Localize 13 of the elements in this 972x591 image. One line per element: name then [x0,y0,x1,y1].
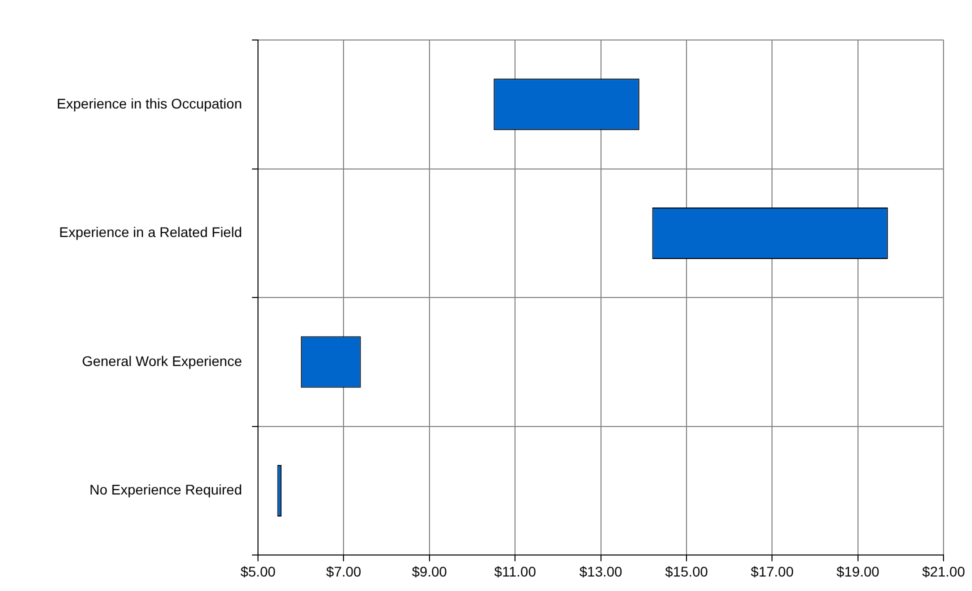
x-tick-label: $15.00 [665,563,708,580]
x-tick-label: $7.00 [326,563,362,580]
x-tick-label: $21.00 [922,563,966,580]
x-tick-label: $11.00 [494,563,536,580]
x-tick-label: $13.00 [579,563,622,580]
y-tick-label: Experience in this Occupation [56,95,242,112]
x-tick-label: $19.00 [836,563,880,580]
y-tick-label: No Experience Required [89,482,242,498]
x-tick-label: $9.00 [412,563,448,580]
x-tick-label: $5.00 [240,563,276,580]
x-tick-label: $17.00 [750,563,794,580]
y-tick-label: Experience in a Related Field [59,224,242,240]
y-tick-label: General Work Experience [82,352,242,369]
